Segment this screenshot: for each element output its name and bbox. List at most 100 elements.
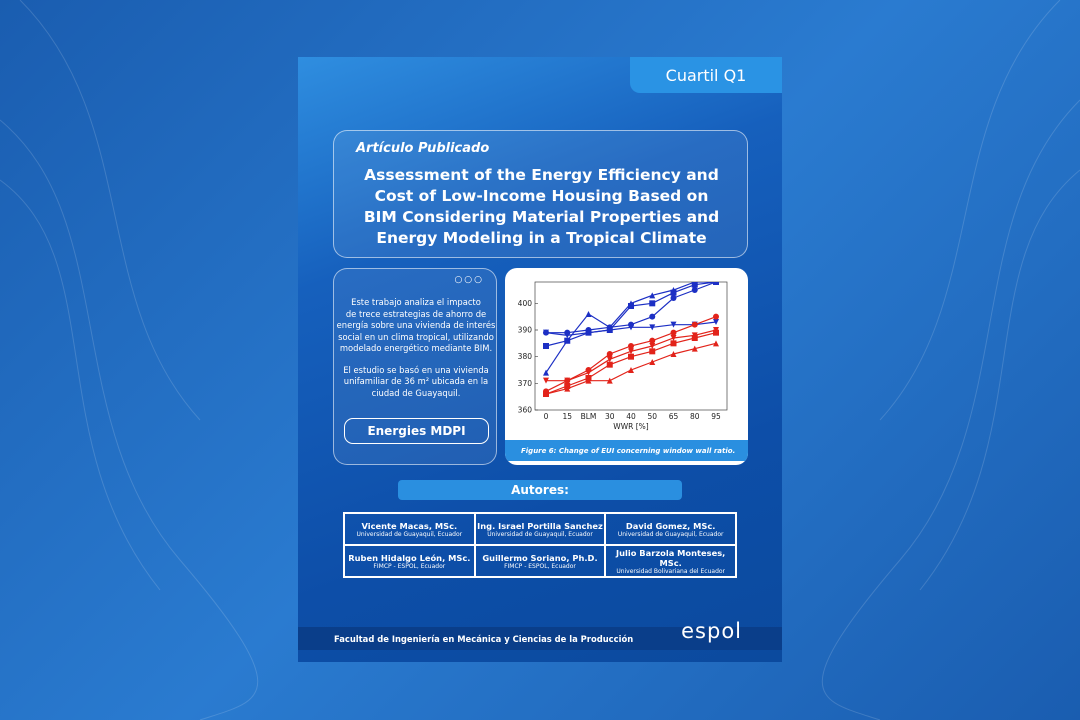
point (649, 359, 656, 365)
x-tick-label: 40 (626, 412, 636, 421)
point (670, 335, 677, 341)
x-tick-label: 65 (669, 412, 679, 421)
point (670, 329, 677, 336)
point (564, 385, 571, 392)
author-affiliation: Universidad de Guayaquil, Ecuador (487, 530, 593, 538)
text-line: El estudio se basó en una vivienda (343, 364, 489, 375)
summary-text: Este trabajo analiza el impacto de trece … (334, 297, 498, 409)
point (606, 351, 613, 357)
title-line: BIM Considering Material Properties and (363, 208, 720, 226)
point (628, 348, 634, 355)
point (670, 295, 677, 301)
caption: Figure 6: Change of EUI concerning windo… (521, 447, 735, 455)
author-cell: Guillermo Soriano, Ph.D. FIMCP - ESPOL, E… (474, 545, 606, 577)
x-tick-label: 95 (711, 412, 721, 421)
article-label: Artículo Publicado (356, 141, 490, 156)
point (606, 327, 613, 333)
point (691, 321, 698, 328)
figure-card: Figure 6: Change of EUI concerning windo… (505, 268, 748, 465)
point (713, 340, 719, 347)
summary-panel: ○○○ Este trabajo analiza el impacto de tr… (333, 268, 497, 465)
author-name: Ruben Hidalgo León, MSc. (348, 552, 471, 563)
poster: Cuartil Q1 Artículo Publicado Assessment… (298, 57, 782, 662)
point (564, 332, 571, 339)
article-title: Assessment of the Energy Efficiency and C… (334, 165, 749, 249)
point (543, 343, 549, 349)
series-line (545, 332, 717, 395)
author-cell: Vicente Macas, MSc. Universidad de Guayaq… (344, 513, 475, 545)
author-name: Guillermo Soriano, Ph.D. (482, 552, 598, 563)
window-dots: ○○○ (454, 275, 484, 285)
point (670, 351, 677, 357)
text-line: ciudad de Guayaquil. (371, 387, 461, 398)
paragraph: El estudio se basó en una vivienda unifam… (334, 365, 498, 400)
x-tick-label: 15 (562, 412, 572, 421)
point (606, 356, 613, 363)
x-tick-label: BLM (581, 412, 597, 421)
authors-heading: Autores: (398, 480, 682, 500)
point (585, 377, 592, 384)
point (628, 367, 634, 373)
footer: Facultad de Ingeniería en Mecánica y Cie… (298, 627, 782, 650)
author-cell: Ing. Israel Portilla Sanchez Universidad … (474, 513, 606, 545)
journal-button[interactable]: Energies MDPI (344, 418, 489, 444)
point (670, 340, 677, 347)
chart: Figure 6: Change of EUI concerning windo… (505, 281, 748, 461)
text-line: social en un clima tropical, utilizando (338, 331, 494, 342)
author-name: Ing. Israel Portilla Sanchez (477, 520, 603, 531)
author-name: Vicente Macas, MSc. (361, 520, 458, 531)
point (585, 311, 592, 317)
author-name: David Gomez, MSc. (625, 520, 716, 531)
author-cell: Julio Barzola Monteses, MSc. Universidad … (605, 545, 736, 577)
point (628, 303, 634, 309)
point (691, 335, 698, 341)
point (713, 313, 719, 320)
y-tick-label: 400 (518, 299, 533, 308)
authors-table: Vicente Macas, MSc. Universidad de Guayaq… (343, 512, 737, 578)
point (649, 292, 656, 299)
point (628, 353, 634, 360)
point (543, 377, 549, 384)
text-line: de trece estrategias de ahorro de (345, 308, 487, 319)
point (543, 329, 549, 336)
point (585, 369, 592, 376)
point (670, 321, 677, 328)
point (713, 319, 719, 325)
point (691, 345, 698, 352)
title-line: Energy Modeling in a Tropical Climate (376, 229, 707, 247)
quartile-tab: Cuartil Q1 (630, 57, 782, 93)
title-line: Cost of Low-Income Housing Based on (374, 187, 709, 205)
point (649, 313, 656, 320)
point (649, 348, 656, 355)
x-tick-label: 50 (647, 412, 657, 421)
author-affiliation: FIMCP - ESPOL, Ecuador (373, 562, 446, 570)
point (543, 391, 549, 397)
y-tick-label: 370 (518, 379, 533, 388)
author-affiliation: Universidad Bolivariana del Ecuador (616, 567, 726, 575)
x-tick-label: 80 (690, 412, 700, 421)
author-cell: Ruben Hidalgo León, MSc. FIMCP - ESPOL, E… (344, 545, 475, 577)
point (670, 289, 677, 296)
point (713, 282, 719, 285)
article-panel: Artículo Publicado Assessment of the Ene… (333, 130, 748, 258)
point (649, 343, 656, 349)
point (628, 343, 634, 349)
author-affiliation: Universidad de Guayaquil, Ecuador (617, 530, 724, 538)
caption-bar (505, 440, 748, 461)
x-axis-label: WWR [%] (613, 422, 648, 431)
paragraph: Este trabajo analiza el impacto de trece … (334, 297, 498, 355)
x-tick-label: 30 (605, 412, 615, 421)
y-tick-label: 390 (518, 326, 533, 335)
author-cell: David Gomez, MSc. Universidad de Guayaqui… (605, 513, 736, 545)
x-tick-label: 0 (544, 412, 549, 421)
plot-frame (534, 281, 728, 411)
title-line: Assessment of the Energy Efficiency and (364, 166, 719, 184)
text-line: unifamiliar de 36 m² ubicada en la (343, 376, 489, 386)
point (649, 337, 656, 344)
point (585, 329, 592, 336)
logo: espol (681, 619, 742, 643)
text-line: modelado energético mediante BIM. (339, 343, 493, 353)
y-tick-label: 360 (518, 406, 533, 415)
y-tick-label: 380 (518, 352, 533, 361)
